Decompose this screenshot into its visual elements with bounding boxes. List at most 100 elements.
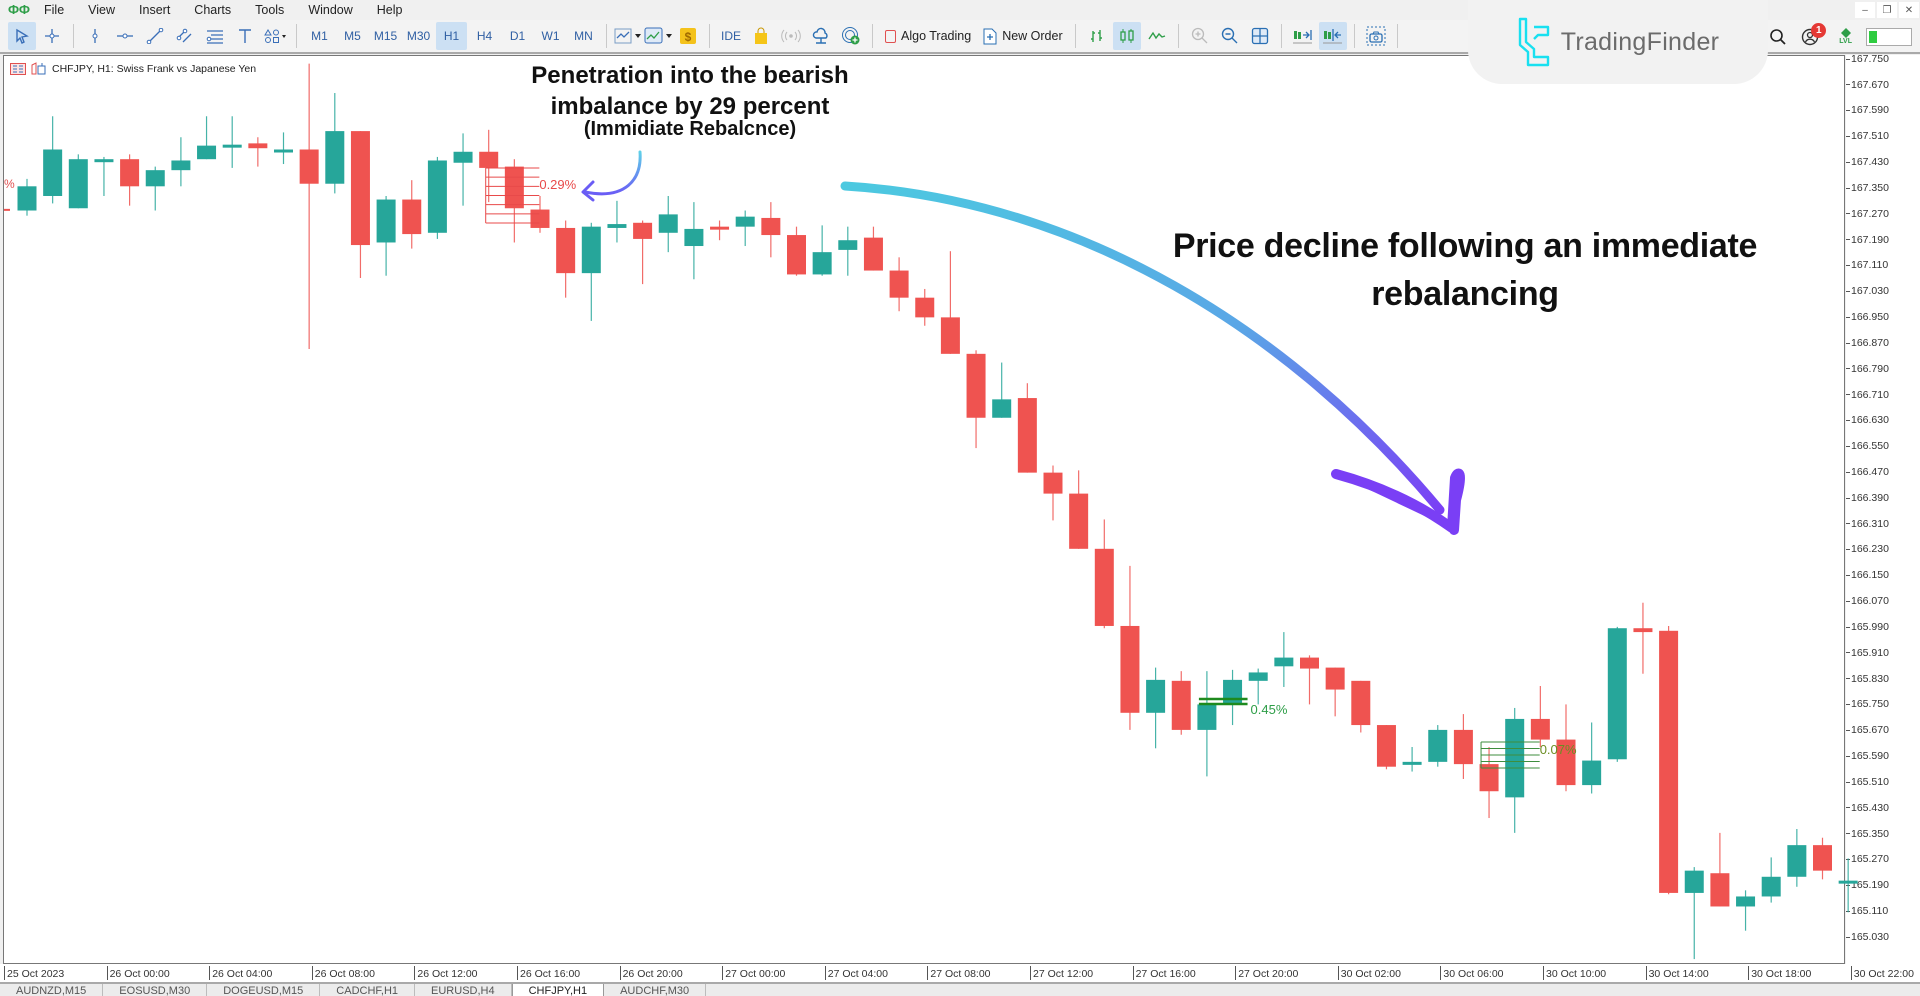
price-tick: 165.350 xyxy=(1846,828,1889,840)
menu-file[interactable]: File xyxy=(44,3,65,17)
ide-button[interactable]: IDE xyxy=(720,29,741,43)
right-toolbar: 1 LVL xyxy=(1769,20,1920,54)
subscriptions-button[interactable] xyxy=(837,22,865,50)
price-tick: 165.830 xyxy=(1846,673,1889,685)
time-tick: 30 Oct 14:00 xyxy=(1645,966,1709,980)
menu-charts[interactable]: Charts xyxy=(194,3,232,17)
vps-button[interactable] xyxy=(807,22,835,50)
shapes-button[interactable] xyxy=(261,22,289,50)
time-axis[interactable]: 25 Oct 2023 26 Oct 00:00 26 Oct 04:00 26 Oc… xyxy=(0,964,1920,984)
tradingfinder-logo-icon xyxy=(1518,17,1549,67)
price-decline-line-2: rebalancing xyxy=(1371,275,1559,313)
penetration-annotation: Penetration into the bearish imbalance b… xyxy=(500,60,880,122)
screenshot-button[interactable] xyxy=(1362,22,1390,50)
price-tick: 166.230 xyxy=(1846,543,1889,555)
timeframe-m30[interactable]: M30 xyxy=(406,29,431,43)
price-tick: 166.870 xyxy=(1846,337,1889,349)
price-tick: 165.190 xyxy=(1846,879,1889,891)
timeframe-d1[interactable]: D1 xyxy=(509,29,526,43)
time-tick: 27 Oct 16:00 xyxy=(1132,966,1196,980)
timeframe-mn[interactable]: MN xyxy=(574,29,593,43)
chart-tab[interactable]: EOSUSD,M30 xyxy=(103,984,208,996)
price-tick: 166.950 xyxy=(1846,311,1889,323)
separator xyxy=(296,24,297,48)
candlestick-chart-button[interactable] xyxy=(1112,22,1141,50)
channel-icon xyxy=(176,28,192,43)
menu-insert[interactable]: Insert xyxy=(139,3,171,17)
zoom-out-button[interactable] xyxy=(1216,22,1244,50)
timeframe-m15[interactable]: M15 xyxy=(373,29,398,43)
menu-window[interactable]: Window xyxy=(308,3,353,17)
zoom-in-button[interactable] xyxy=(1186,22,1214,50)
crosshair-tool-button[interactable] xyxy=(38,22,66,50)
line-chart-icon xyxy=(1148,31,1165,40)
crosshair-icon xyxy=(45,29,59,43)
horizontal-line-button[interactable] xyxy=(111,22,139,50)
tile-windows-button[interactable] xyxy=(1246,22,1274,50)
timeframe-w1[interactable]: W1 xyxy=(541,29,560,43)
price-tick: 167.510 xyxy=(1846,130,1889,142)
separator xyxy=(1280,24,1282,48)
chart-tab[interactable]: DOGEUSD,M15 xyxy=(207,984,321,996)
bar-chart-icon xyxy=(1090,30,1102,42)
menu-tools[interactable]: Tools xyxy=(255,3,285,17)
svg-text:$: $ xyxy=(685,30,692,44)
separator xyxy=(1396,24,1398,48)
price-tick: 167.270 xyxy=(1846,208,1889,220)
price-tick: 167.590 xyxy=(1846,104,1889,116)
menu-view[interactable]: View xyxy=(88,3,116,17)
cursor-tool-button[interactable] xyxy=(8,22,36,50)
timeframe-m5[interactable]: M5 xyxy=(344,29,361,43)
auto-scroll-button[interactable] xyxy=(1289,22,1317,50)
search-icon[interactable] xyxy=(1769,28,1787,46)
time-tick: 30 Oct 06:00 xyxy=(1440,966,1504,980)
minimize-icon[interactable]: – xyxy=(1855,2,1875,18)
channel-button[interactable] xyxy=(171,22,199,50)
price-tick: 166.710 xyxy=(1846,389,1889,401)
new-order-button[interactable]: New Order xyxy=(977,28,1068,45)
price-tick: 165.670 xyxy=(1846,724,1889,736)
templates-button[interactable] xyxy=(644,22,672,50)
signal-icon xyxy=(781,29,801,43)
chart-tab[interactable]: AUDNZD,M15 xyxy=(0,984,104,996)
timeframe-h1[interactable]: H1 xyxy=(436,22,467,50)
auto-scroll-icon xyxy=(1292,30,1312,44)
separator xyxy=(1177,24,1179,48)
timeframe-h4[interactable]: H4 xyxy=(476,29,493,43)
separator xyxy=(1353,24,1355,48)
time-tick: 27 Oct 20:00 xyxy=(1235,966,1298,980)
price-tick: 165.990 xyxy=(1846,621,1889,633)
chart-tab[interactable]: AUDCHF,M30 xyxy=(604,984,707,996)
fibonacci-button[interactable] xyxy=(201,22,229,50)
horizontal-line-icon xyxy=(117,33,133,39)
timeframe-m1[interactable]: M1 xyxy=(311,29,328,43)
separator xyxy=(872,24,873,48)
price-axis[interactable]: 167.750 167.670 167.590 167.510 167.430 167.3… xyxy=(1846,53,1920,964)
text-tool-button[interactable] xyxy=(231,22,259,50)
market-button[interactable]: $ xyxy=(674,22,702,50)
level-button[interactable]: LVL xyxy=(1839,28,1852,46)
menu-bar: ФФ File View Insert Charts Tools Window … xyxy=(0,0,1920,20)
shop-button[interactable] xyxy=(747,22,775,50)
chart-tab[interactable]: CHFJPY,H1 xyxy=(511,984,605,996)
indicators-button[interactable] xyxy=(614,22,642,50)
trendline-button[interactable] xyxy=(141,22,169,50)
line-chart-button[interactable] xyxy=(1143,22,1171,50)
time-tick: 30 Oct 02:00 xyxy=(1337,966,1401,980)
signals-button[interactable] xyxy=(777,22,805,50)
menu-help[interactable]: Help xyxy=(376,3,403,17)
chart-tabs: AUDNZD,M15 EOSUSD,M30 DOGEUSD,M15 CADCHF,H1… xyxy=(0,984,1920,996)
separator xyxy=(606,24,607,48)
bar-chart-button[interactable] xyxy=(1083,22,1111,50)
vertical-line-button[interactable] xyxy=(81,22,109,50)
account-button[interactable]: 1 xyxy=(1801,23,1827,47)
chart-book-icon[interactable] xyxy=(31,62,47,75)
chart-tab[interactable]: CADCHF,H1 xyxy=(320,984,416,996)
chart-window[interactable]: CHFJPY, H1: Swiss Frank vs Japanese Yen xyxy=(3,55,1845,964)
chart-tab[interactable]: EURUSD,H4 xyxy=(415,984,512,996)
algo-trading-button[interactable]: Algo Trading xyxy=(879,29,977,43)
close-icon[interactable]: ✕ xyxy=(1899,2,1919,18)
restore-icon[interactable]: ❐ xyxy=(1877,2,1897,18)
trade-panel-icon[interactable] xyxy=(10,62,26,75)
chart-shift-button[interactable] xyxy=(1318,22,1347,50)
